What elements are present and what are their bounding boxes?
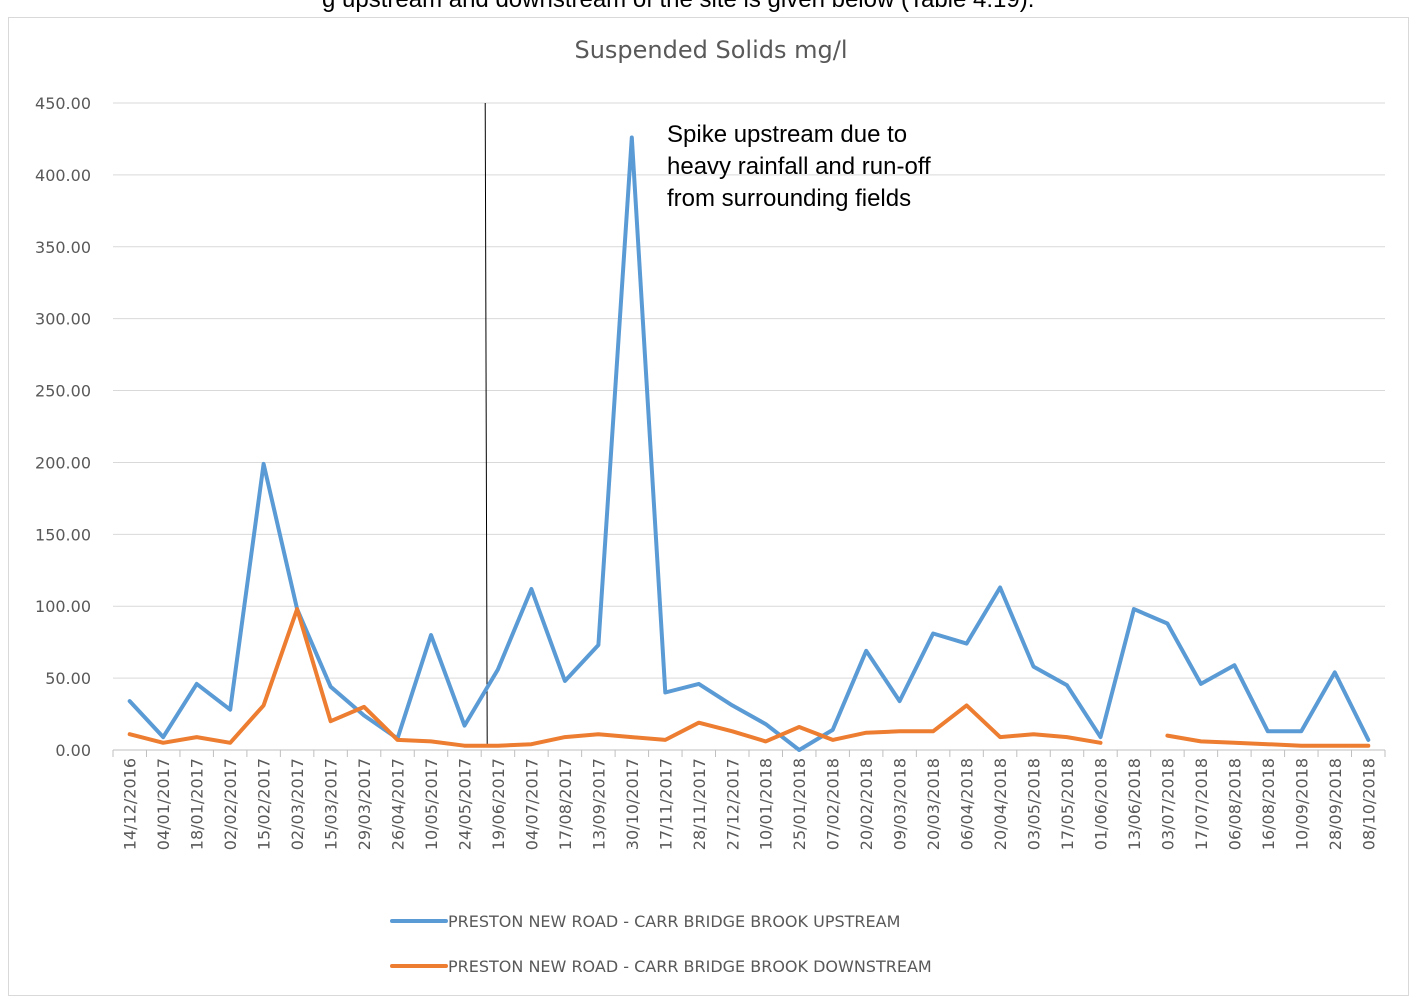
annotation: Spike upstream due to heavy rainfall and …	[667, 121, 931, 212]
y-tick-label: 450.00	[35, 94, 91, 113]
x-tick-label: 13/09/2017	[589, 758, 608, 850]
marker-line	[484, 102, 488, 748]
x-tick-label: 16/08/2018	[1259, 758, 1278, 850]
x-tick-label: 27/12/2017	[723, 758, 742, 850]
x-tick-label: 28/11/2017	[690, 758, 709, 850]
y-tick-label: 350.00	[35, 238, 91, 257]
x-tick-label: 15/02/2017	[255, 758, 274, 850]
x-tick-label: 17/05/2018	[1058, 758, 1077, 850]
header-fragment: g upstream and downstream of the site is…	[322, 0, 1034, 14]
x-tick-label: 30/10/2017	[623, 758, 642, 850]
x-tick-label: 15/03/2017	[322, 758, 341, 850]
chart-frame	[8, 17, 1409, 996]
x-tick-label: 02/02/2017	[221, 758, 240, 850]
series-line-downstream	[127, 607, 1371, 748]
document-text-fragment: g upstream and downstream of the site is…	[0, 0, 1417, 18]
x-tick-label: 10/05/2017	[422, 758, 441, 850]
legend-label: PRESTON NEW ROAD - CARR BRIDGE BROOK DOW…	[448, 957, 932, 976]
x-tick-label: 07/02/2018	[824, 758, 843, 850]
x-tick-label: 14/12/2016	[121, 758, 140, 850]
x-tick-label: 01/06/2018	[1091, 758, 1110, 850]
x-tick-label: 08/10/2018	[1359, 758, 1378, 850]
x-tick-label: 20/04/2018	[991, 758, 1010, 850]
y-tick-label: 150.00	[35, 525, 91, 544]
y-tick-label: 100.00	[35, 597, 91, 616]
x-tick-label: 09/03/2018	[891, 758, 910, 850]
series-lines	[127, 135, 1371, 752]
x-tick-label: 17/07/2018	[1192, 758, 1211, 850]
x-tick-label: 10/09/2018	[1292, 758, 1311, 850]
y-tick-label: 400.00	[35, 166, 91, 185]
y-tick-label: 0.00	[55, 741, 91, 760]
x-tick-label: 02/03/2017	[288, 758, 307, 850]
x-axis-ticks: 14/12/2016 04/01/2017 18/01/2017 02/02/2017…	[112, 750, 1386, 850]
x-tick-label: 13/06/2018	[1125, 758, 1144, 850]
x-tick-label: 19/06/2017	[489, 758, 508, 850]
y-tick-label: 250.00	[35, 382, 91, 401]
series-line-upstream	[127, 135, 1371, 752]
annotation-line: heavy rainfall and run-off	[667, 153, 931, 180]
x-tick-label: 24/05/2017	[455, 758, 474, 850]
y-axis-ticks: 0.00 50.00 100.00 150.00 200.00 250.00 300.00 3…	[35, 94, 91, 760]
x-tick-label: 06/04/2018	[958, 758, 977, 850]
chart-title: Suspended Solids mg/l	[574, 36, 847, 64]
grid-lines	[113, 102, 1385, 751]
y-tick-label: 50.00	[45, 669, 91, 688]
y-tick-label: 200.00	[35, 453, 91, 472]
x-tick-label: 06/08/2018	[1225, 758, 1244, 850]
annotation-line: from surrounding fields	[667, 185, 911, 212]
annotation-line: Spike upstream due to	[667, 121, 907, 148]
x-tick-label: 20/03/2018	[924, 758, 943, 850]
x-tick-label: 03/07/2018	[1158, 758, 1177, 850]
x-tick-label: 18/01/2017	[188, 758, 207, 850]
x-tick-label: 17/08/2017	[556, 758, 575, 850]
x-tick-label: 17/11/2017	[656, 758, 675, 850]
legend: PRESTON NEW ROAD - CARR BRIDGE BROOK UPS…	[390, 912, 932, 976]
x-tick-label: 25/01/2018	[790, 758, 809, 850]
legend-label: PRESTON NEW ROAD - CARR BRIDGE BROOK UPS…	[448, 912, 900, 931]
x-tick-label: 20/02/2018	[857, 758, 876, 850]
vertical-marker-line	[484, 102, 488, 748]
x-tick-label: 04/07/2017	[522, 758, 541, 850]
x-tick-label: 29/03/2017	[355, 758, 374, 850]
x-tick-label: 03/05/2018	[1025, 758, 1044, 850]
x-tick-label: 04/01/2017	[154, 758, 173, 850]
x-tick-label: 10/01/2018	[757, 758, 776, 850]
x-tick-label: 28/09/2018	[1326, 758, 1345, 850]
x-tick-label: 26/04/2017	[389, 758, 408, 850]
y-tick-label: 300.00	[35, 310, 91, 329]
